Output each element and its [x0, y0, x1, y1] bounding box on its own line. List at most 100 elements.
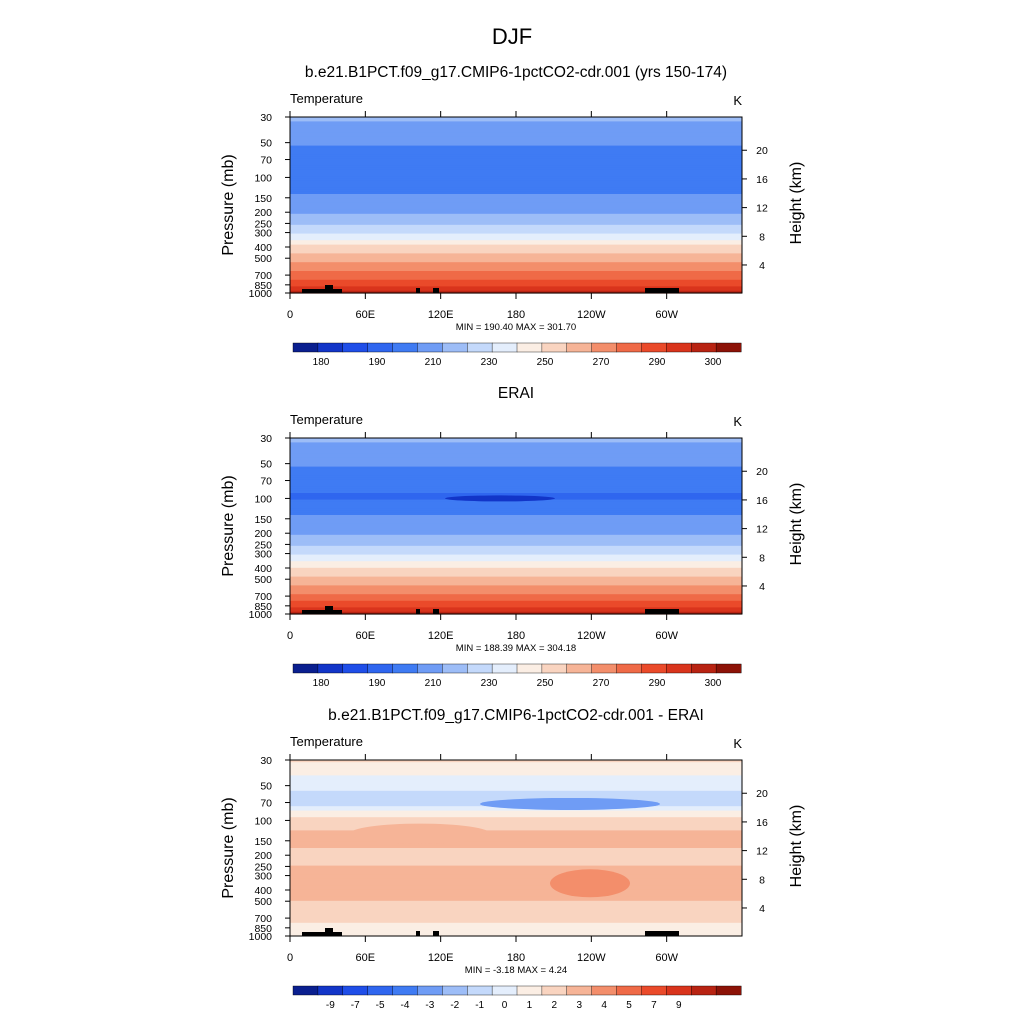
y-tick-label: 70: [260, 155, 272, 167]
contour-band: [290, 220, 742, 224]
colorbar-box: [516, 663, 543, 674]
colorbar-label: 270: [593, 357, 610, 368]
x-tick-label: 120W: [577, 952, 606, 964]
y-tick-label: 500: [254, 896, 272, 908]
contour-band: [290, 894, 742, 897]
y2-tick-label: 8: [759, 874, 765, 886]
contour-band: [290, 832, 742, 836]
contour-band: [290, 773, 742, 776]
contour-band: [290, 519, 742, 523]
y-tick-label: 400: [254, 242, 272, 254]
colorbar-box: [541, 342, 568, 353]
contour-band: [290, 845, 742, 849]
y-tick-label: 700: [254, 270, 272, 282]
contour-band: [290, 812, 742, 816]
x-tick-label: 120W: [577, 630, 606, 642]
warm-anomaly-region: [550, 869, 630, 898]
contour-band: [290, 185, 742, 188]
contour-band: [290, 279, 742, 283]
contour-band: [290, 231, 742, 235]
contour-band: [290, 493, 742, 496]
contour-field: [290, 760, 742, 937]
topography-mask: [302, 610, 342, 614]
x-tick-label: 180: [507, 952, 525, 964]
contour-band: [290, 468, 742, 472]
colorbar-label: -1: [475, 1000, 484, 1011]
contour-band: [290, 147, 742, 151]
colorbar-label: 180: [313, 678, 330, 689]
contour-band: [290, 477, 742, 481]
y-axis-label: Pressure (mb): [220, 154, 237, 255]
contour-band: [290, 284, 742, 287]
y2-axis-label: Height (km): [788, 483, 805, 566]
contour-band: [290, 600, 742, 604]
contour-band: [290, 207, 742, 210]
y-tick-label: 300: [254, 228, 272, 240]
y-tick-label: 70: [260, 798, 272, 810]
contour-band: [290, 592, 742, 595]
contour-band: [290, 462, 742, 465]
stats-label: MIN = 188.39 MAX = 304.18: [456, 643, 576, 654]
y-tick-label: 850: [254, 280, 272, 292]
contour-band: [290, 198, 742, 202]
topography-mask: [302, 289, 342, 293]
y-tick-label: 150: [254, 193, 272, 205]
contour-band: [290, 202, 742, 206]
contour-band: [290, 251, 742, 254]
contour-band: [290, 563, 742, 567]
contour-band: [290, 889, 742, 893]
contour-band: [290, 517, 742, 520]
contour-band: [290, 817, 742, 820]
contour-band: [290, 134, 742, 138]
contour-band: [290, 788, 742, 792]
contour-band: [290, 574, 742, 578]
contour-band: [290, 570, 742, 573]
contour-band: [290, 605, 742, 608]
x-tick-label: 120E: [428, 309, 454, 321]
contour-band: [290, 508, 742, 512]
colorbar-box: [666, 342, 692, 353]
colorbar-label: 270: [593, 678, 610, 689]
contour-band: [290, 235, 742, 239]
contour-band: [290, 898, 742, 902]
colorbar-label: 230: [481, 357, 498, 368]
contour-band: [290, 156, 742, 160]
contour-band: [290, 205, 742, 208]
colorbar-label: -5: [376, 1000, 385, 1011]
colorbar-label: -3: [425, 1000, 434, 1011]
contour-band: [290, 878, 742, 882]
x-tick-label: 60W: [655, 309, 678, 321]
stats-label: MIN = 190.40 MAX = 301.70: [456, 322, 576, 333]
colorbar-label: 3: [576, 1000, 582, 1011]
colorbar-label: 300: [705, 357, 722, 368]
colorbar-box: [715, 663, 742, 674]
contour-band: [290, 587, 742, 591]
topography-mask: [645, 288, 679, 293]
x-tick-label: 0: [287, 952, 293, 964]
contour-band: [290, 150, 742, 153]
contour-band: [290, 240, 742, 243]
y-tick-label: 70: [260, 476, 272, 488]
variable-label: Temperature: [290, 91, 363, 106]
figure-title: DJF: [492, 24, 532, 49]
contour-band: [290, 797, 742, 801]
contour-band: [290, 786, 742, 790]
colorbar-label: 300: [705, 678, 722, 689]
y-tick-label: 100: [254, 493, 272, 505]
y2-tick-label: 4: [759, 903, 765, 915]
contour-band: [290, 176, 742, 180]
colorbar: -9 -7 -5 -4 -3 -2 -1 0 1 2 3 4 5 7 9: [292, 985, 742, 1011]
y2-tick-label: 8: [759, 231, 765, 243]
y-tick-label: 200: [254, 850, 272, 862]
contour-band: [290, 561, 742, 564]
contour-band: [290, 244, 742, 248]
topography-mask: [325, 285, 333, 293]
colorbar-box: [541, 985, 568, 996]
contour-band: [290, 475, 742, 479]
units-label: K: [733, 736, 742, 751]
y2-tick-label: 20: [756, 788, 768, 800]
contour-band: [290, 482, 742, 485]
x-tick-label: 60E: [356, 309, 376, 321]
panel-1: b.e21.B1PCT.f09_g17.CMIP6-1pctCO2-cdr.00…: [220, 64, 805, 368]
